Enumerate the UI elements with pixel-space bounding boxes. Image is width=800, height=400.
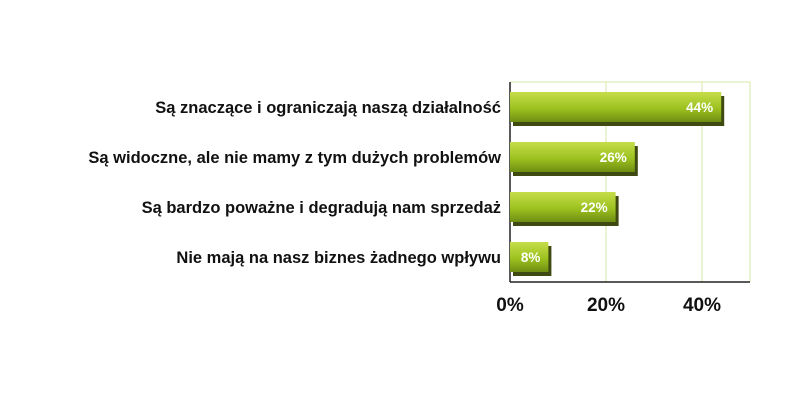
category-label-2: Są bardzo poważne i degradują nam sprzed… [142,199,501,217]
category-label-0: Są znaczące i ograniczają naszą działaln… [155,99,501,117]
data-label-0: 44% [686,100,713,115]
category-label-3: Nie mają na nasz biznes żadnego wpływu [176,249,501,267]
bar-1 [510,142,635,172]
bars-group: 44% 26% 22% 8% [510,92,725,276]
data-label-3: 8% [521,250,541,265]
x-tick-label-2: 40% [683,295,721,316]
data-label-2: 22% [581,200,608,215]
bar-2 [510,192,616,222]
category-label-1: Są widoczne, ale nie mamy z tym dużych p… [88,149,501,167]
data-label-1: 26% [600,150,627,165]
x-tick-label-0: 0% [496,295,524,316]
x-tick-label-1: 20% [587,295,625,316]
category-labels: Są znaczące i ograniczają naszą działaln… [88,99,501,267]
bar-3 [510,242,549,272]
x-axis-ticks: 0% 20% 40% [496,295,721,316]
bar-0 [510,92,722,122]
